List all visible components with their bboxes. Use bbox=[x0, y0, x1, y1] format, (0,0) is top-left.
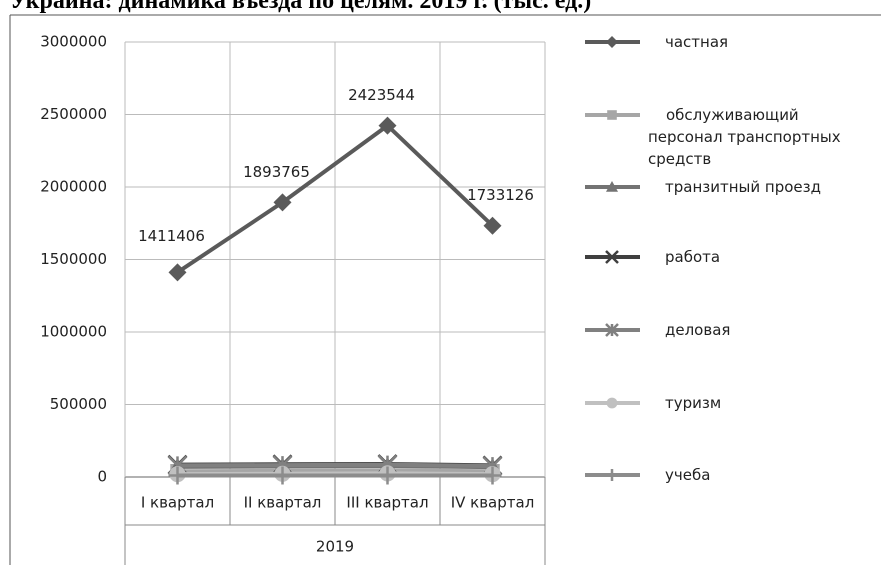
legend-label: туризм bbox=[665, 394, 722, 412]
marker bbox=[168, 466, 187, 485]
marker bbox=[606, 36, 618, 48]
y-tick-label: 2000000 bbox=[40, 178, 107, 196]
y-tick-label: 3000000 bbox=[40, 33, 107, 51]
legend-label: транзитный проезд bbox=[665, 178, 821, 196]
data-label: 1893765 bbox=[243, 163, 310, 181]
x-tick-label: III квартал bbox=[346, 494, 428, 512]
x-tick-label: I квартал bbox=[141, 494, 214, 512]
marker bbox=[483, 466, 502, 485]
marker bbox=[378, 466, 397, 485]
series-line bbox=[177, 462, 493, 469]
y-tick-label: 500000 bbox=[50, 395, 107, 413]
marker bbox=[607, 110, 617, 120]
marker bbox=[606, 181, 618, 192]
marker bbox=[273, 193, 292, 212]
marker bbox=[605, 323, 619, 337]
group-label: 2019 bbox=[316, 538, 354, 556]
data-label: 1411406 bbox=[138, 227, 205, 245]
y-tick-label: 1000000 bbox=[40, 323, 107, 341]
legend-label: обслуживающий персонал транспортных сред… bbox=[648, 106, 841, 168]
y-tick-label: 0 bbox=[97, 468, 107, 486]
y-tick-label: 2500000 bbox=[40, 105, 107, 123]
marker bbox=[606, 469, 618, 481]
marker bbox=[273, 466, 292, 485]
legend-label: частная bbox=[665, 33, 729, 51]
y-tick-label: 1500000 bbox=[40, 250, 107, 268]
x-tick-label: IV квартал bbox=[451, 494, 535, 512]
marker bbox=[605, 250, 619, 264]
marker bbox=[378, 116, 397, 135]
legend-label: работа bbox=[665, 248, 721, 266]
legend-label: учеба bbox=[665, 466, 711, 484]
x-tick-label: II квартал bbox=[244, 494, 322, 512]
legend-label: деловая bbox=[665, 321, 731, 339]
chart-title: Украина: динамика въезда по целям. 2019 … bbox=[10, 0, 591, 14]
data-label: 1733126 bbox=[467, 186, 534, 204]
data-label: 2423544 bbox=[348, 86, 415, 104]
series-line bbox=[176, 122, 494, 275]
series-line bbox=[177, 468, 493, 474]
marker bbox=[168, 263, 187, 282]
marker bbox=[606, 397, 618, 409]
marker bbox=[483, 216, 502, 235]
